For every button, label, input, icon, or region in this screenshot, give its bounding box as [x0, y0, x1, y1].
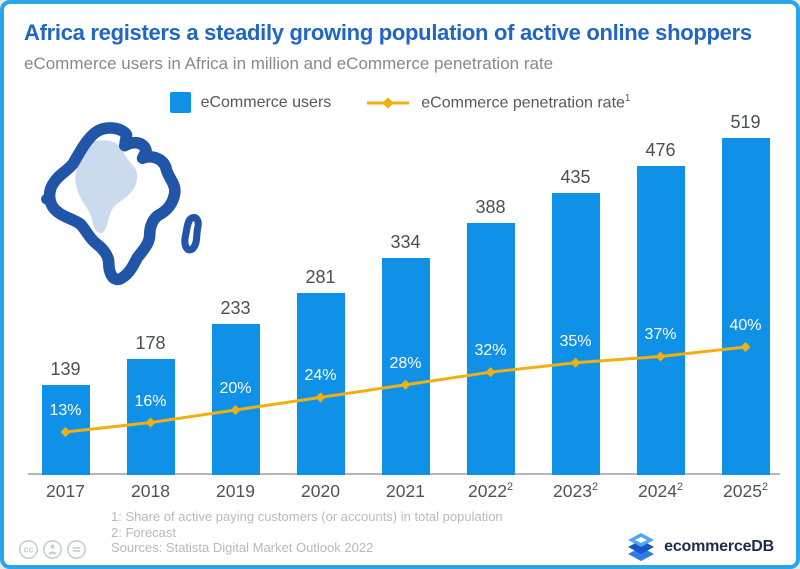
bar-value-label: 178 — [135, 333, 166, 354]
bar-2023 — [551, 192, 600, 475]
cc-icon: cc — [19, 540, 38, 559]
x-tick-label: 20242 — [638, 481, 683, 501]
bar-value-label: 233 — [220, 297, 251, 318]
cc-nd-equals-icon — [67, 540, 86, 559]
africa-map-highlight — [75, 140, 138, 234]
bar-2024 — [636, 166, 685, 475]
penetration-rate-label: 24% — [304, 367, 337, 385]
ecommercedb-logo-icon — [628, 533, 655, 561]
bar-value-label: 476 — [645, 140, 676, 161]
legend: eCommerce users eCommerce penetration ra… — [4, 92, 796, 113]
brand: ecommerceDB — [626, 531, 774, 562]
penetration-rate-label: 37% — [644, 326, 677, 344]
x-tick-label: 20232 — [553, 481, 598, 501]
penetration-rate-label: 28% — [389, 354, 422, 372]
bar-value-label: 334 — [390, 232, 421, 253]
africa-map-icon — [41, 122, 202, 286]
bar-2022 — [466, 223, 515, 475]
license-icons: cc — [18, 539, 87, 560]
bar-value-label: 281 — [305, 266, 336, 287]
bar-2025 — [721, 138, 770, 475]
penetration-rate-label: 16% — [134, 392, 167, 410]
bar-value-label: 519 — [730, 112, 761, 133]
bar-value-label: 435 — [560, 166, 591, 187]
africa-map-dot — [41, 193, 52, 205]
cc-by-person-icon — [43, 540, 62, 559]
penetration-rate-label: 20% — [219, 379, 252, 397]
footnote-1: 1: Share of active paying customers (or … — [111, 509, 503, 524]
x-tick-label: 20252 — [723, 481, 768, 501]
page-title: Africa registers a steadily growing popu… — [24, 20, 752, 45]
penetration-rate-label: 32% — [474, 342, 507, 360]
bar-2018 — [126, 359, 175, 475]
penetration-rate-label: 35% — [559, 332, 592, 350]
legend-users-swatch — [169, 92, 191, 113]
bar-2020 — [296, 292, 345, 475]
legend-rate-line-icon — [367, 97, 410, 108]
x-tick-label: 2018 — [131, 481, 170, 501]
bar-value-label: 388 — [475, 197, 506, 218]
page-subtitle: eCommerce users in Africa in million and… — [24, 54, 554, 73]
bar-value-label: 139 — [50, 358, 81, 379]
line-diamond-markers — [60, 342, 751, 437]
x-tick-label: 2019 — [216, 481, 255, 501]
bar-2019 — [211, 323, 260, 475]
penetration-rate-label: 13% — [49, 402, 82, 419]
footnote-2: 2: Forecast — [111, 524, 177, 540]
legend-rate-label: eCommerce penetration rate1 — [421, 92, 631, 112]
madagascar-outline — [181, 214, 202, 254]
legend-users-label: eCommerce users — [200, 93, 332, 111]
x-tick-label: 2021 — [386, 481, 425, 501]
footer-notes: 1: Share of active paying customers (or … — [111, 509, 671, 556]
x-tick-label: 2017 — [46, 481, 85, 501]
x-tick-label: 20222 — [468, 481, 513, 501]
x-tick-label: 2020 — [301, 481, 340, 501]
svg-text:cc: cc — [23, 545, 33, 555]
penetration-rate-label: 40% — [729, 317, 762, 334]
sources-note: Sources: Statista Digital Market Outlook… — [111, 540, 374, 555]
brand-name: ecommerceDB — [664, 537, 774, 555]
bar-2021 — [381, 258, 430, 475]
plot-area: 139 13% 2017 178 16% 2018 233 20% 2019 281 24% 2020… — [4, 4, 796, 565]
penetration-rate-line — [60, 342, 751, 437]
